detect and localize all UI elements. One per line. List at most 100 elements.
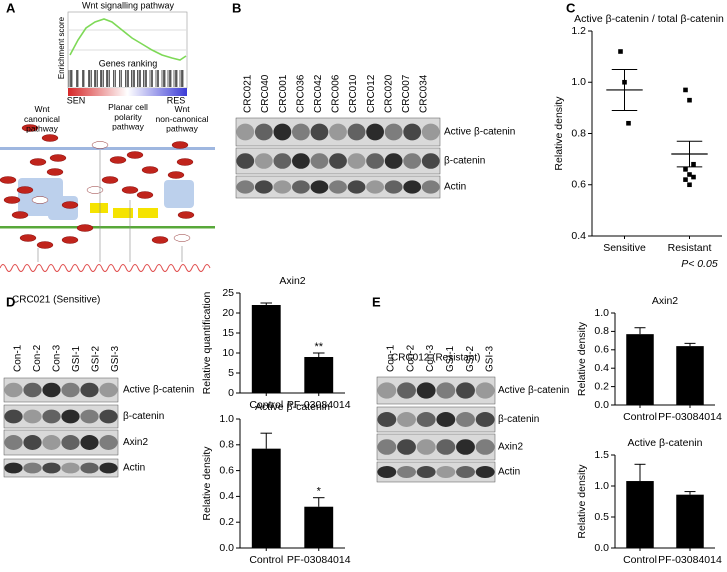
x-tick-label: PF-03084014 (287, 554, 351, 566)
pathway-node (171, 141, 189, 149)
blot-band (61, 409, 80, 424)
band-label: Active β-catenin (498, 385, 569, 396)
chart-title: Axin2 (279, 275, 305, 287)
pathway-node (11, 211, 29, 219)
y-axis-label: Relative density (201, 446, 213, 521)
x-tick-label: PF-03084014 (658, 554, 722, 566)
gsea-right: RES (167, 95, 186, 105)
gsea-title: Wnt signalling pathway (82, 0, 175, 10)
y-axis-label: Relative density (576, 321, 588, 396)
y-tick-label: 0.0 (219, 542, 234, 554)
blot-band (80, 382, 99, 398)
blot-band (310, 180, 329, 194)
blot-band (347, 123, 366, 141)
blot-band (99, 435, 118, 450)
blot-band (384, 180, 403, 194)
chart-title: Active β-catenin / total β-catenin (574, 13, 724, 25)
y-tick-label: 1.0 (594, 480, 609, 492)
blot-band (236, 123, 255, 141)
blot-band (403, 180, 422, 194)
blot-strip (3, 377, 119, 403)
lane-label: CRC010 (348, 74, 359, 113)
blot-strip (376, 376, 496, 405)
y-tick-label: 0.6 (219, 464, 234, 476)
x-tick-label: Control (249, 399, 283, 411)
pathway-node (61, 201, 79, 209)
point (683, 87, 688, 93)
pathway-node (176, 158, 194, 166)
blot-band (475, 412, 495, 427)
point (691, 161, 696, 167)
bar (626, 481, 654, 548)
pathway-node (109, 156, 127, 164)
blot-band (456, 439, 475, 455)
x-tick-label: Control (249, 554, 283, 566)
y-tick-label: 1.0 (571, 76, 586, 88)
blot-band (42, 435, 61, 450)
y-tick-label: 5 (228, 367, 234, 379)
pathway-node (61, 236, 79, 244)
pathway-node (49, 154, 67, 162)
pathway-node (3, 196, 21, 204)
blot-band (456, 382, 475, 399)
blot-band (23, 462, 42, 474)
pathway-node (16, 186, 34, 194)
p-value: P< 0.05 (681, 258, 718, 270)
pathway-node (136, 191, 154, 199)
bar (251, 305, 281, 393)
x-tick-label: Control (623, 554, 657, 566)
blot-band (99, 382, 118, 398)
lane-label: CRC040 (260, 74, 271, 113)
pathway-node (177, 211, 195, 219)
y-tick-label: 0.2 (594, 380, 609, 392)
x-tick-label: Resistant (668, 242, 712, 254)
blot-band (456, 412, 475, 427)
lane-label: Con-1 (13, 344, 24, 372)
lane-label: GSI-3 (485, 345, 496, 372)
blot-band (42, 409, 61, 424)
blot-band (292, 180, 310, 194)
y-tick-label: 0.4 (219, 490, 234, 502)
lane-label: CRC021 (243, 74, 254, 113)
band-label: Axin2 (123, 437, 148, 448)
blot-band (80, 435, 99, 450)
y-tick-label: 0.4 (571, 230, 586, 242)
x-tick-label: PF-03084014 (287, 399, 351, 411)
blot-band (236, 180, 255, 194)
point (683, 167, 688, 172)
lane-label: Con-3 (425, 344, 436, 372)
blot-band (421, 180, 440, 194)
blot-band (347, 153, 366, 169)
blot-band (42, 382, 61, 398)
y-tick-label: 1.2 (571, 25, 586, 37)
y-tick-label: 15 (222, 327, 234, 339)
pathway-label: Wnt canonical pathway (24, 104, 60, 134)
pathway-node (21, 124, 39, 132)
y-tick-label: 0.8 (571, 127, 586, 139)
bar (251, 448, 281, 548)
band-label: β-catenin (444, 156, 485, 167)
blot-band (416, 439, 436, 455)
y-tick-label: 0.0 (594, 542, 609, 554)
bar (676, 494, 704, 548)
panel-letter: A (6, 0, 16, 15)
blot-band (4, 462, 23, 474)
blot-band (436, 466, 456, 478)
blot-band (366, 153, 384, 169)
blot-band (254, 180, 273, 194)
band-label: Actin (444, 182, 466, 193)
blot-band (436, 439, 456, 455)
lane-label: GSI-2 (91, 345, 102, 372)
lane-label: Con-1 (386, 344, 397, 372)
blot-band (61, 435, 80, 450)
chart-title: Active β-catenin (255, 401, 330, 413)
lane-label: GSI-1 (71, 345, 82, 372)
blot-band (366, 180, 384, 194)
cell-line: CRC012 (Resistant) (391, 353, 480, 364)
blot-band (273, 123, 292, 141)
lane-label: CRC020 (383, 74, 394, 113)
blot-band (475, 382, 495, 399)
y-tick-label: 25 (222, 287, 234, 299)
x-tick-label: Sensitive (603, 242, 646, 254)
